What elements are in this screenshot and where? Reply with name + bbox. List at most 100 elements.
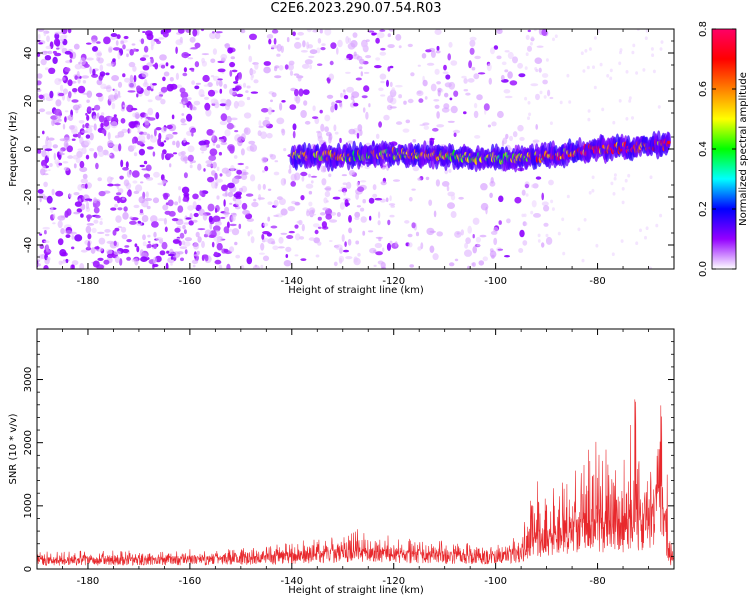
noise-blob (317, 38, 322, 44)
noise-blob (104, 233, 110, 237)
noise-blob (131, 137, 135, 144)
noise-blob (519, 136, 525, 141)
noise-blob (424, 96, 428, 100)
chart-title: C2E6.2023.290.07.54.R03 (270, 1, 442, 16)
noise-blob (219, 173, 223, 177)
noise-blob (172, 140, 176, 146)
noise-blob (191, 259, 199, 264)
noise-blob (155, 127, 162, 131)
noise-blob (338, 255, 345, 263)
noise-blob (220, 138, 224, 143)
noise-blob (189, 36, 196, 43)
noise-blob (248, 140, 256, 145)
noise-blob (262, 119, 271, 127)
noise-blob (211, 132, 215, 141)
noise-blob (142, 131, 148, 136)
noise-blob (450, 60, 458, 66)
noise-blob (140, 256, 148, 263)
noise-blob (128, 128, 132, 134)
noise-blob (117, 52, 121, 60)
noise-blob (374, 242, 383, 249)
noise-blob (489, 192, 493, 198)
noise-blob (121, 248, 130, 254)
noise-blob (498, 220, 502, 225)
noise-blob (324, 126, 329, 133)
noise-blob (218, 80, 223, 87)
noise-blob (100, 217, 103, 221)
noise-blob (292, 123, 297, 131)
noise-blob (379, 29, 386, 32)
noise-blob (77, 132, 81, 139)
spectrogram-marks (37, 29, 671, 269)
noise-blob (153, 171, 160, 178)
noise-blob (258, 125, 264, 128)
noise-blob (124, 245, 130, 248)
noise-blob (628, 96, 632, 100)
noise-blob (112, 47, 121, 51)
noise-blob (294, 224, 299, 229)
noise-blob (144, 197, 153, 202)
noise-blob (315, 254, 320, 258)
noise-blob (179, 246, 188, 250)
noise-blob (374, 197, 383, 201)
noise-blob (533, 29, 537, 32)
noise-blob (387, 66, 391, 72)
noise-blob (41, 150, 47, 158)
noise-blob (170, 256, 174, 260)
noise-blob (224, 129, 231, 137)
noise-blob (586, 65, 590, 70)
noise-blob (167, 253, 175, 257)
noise-blob (51, 190, 55, 193)
noise-blob (195, 231, 200, 238)
noise-blob (386, 104, 393, 111)
noise-blob (248, 44, 251, 50)
noise-blob (278, 65, 284, 71)
noise-blob (92, 68, 96, 76)
noise-blob (549, 121, 553, 125)
noise-blob (437, 89, 441, 97)
noise-blob (297, 31, 305, 36)
noise-blob (517, 124, 524, 132)
noise-blob (479, 234, 487, 238)
noise-blob (308, 237, 316, 241)
noise-blob (137, 220, 142, 224)
noise-blob (493, 45, 499, 50)
noise-blob (43, 181, 48, 188)
noise-blob (105, 72, 110, 76)
noise-blob (93, 219, 99, 224)
noise-blob (71, 99, 79, 103)
noise-blob (591, 175, 595, 180)
noise-blob (46, 151, 50, 158)
noise-blob (541, 29, 548, 36)
noise-blob (202, 74, 210, 83)
noise-blob (430, 50, 436, 58)
noise-blob (85, 225, 92, 234)
noise-blob (192, 193, 199, 200)
noise-blob (356, 55, 363, 61)
noise-blob (249, 143, 258, 152)
noise-blob (189, 103, 193, 111)
noise-blob (74, 201, 82, 207)
noise-blob (223, 226, 229, 234)
noise-blob (324, 191, 331, 198)
noise-blob (95, 92, 103, 98)
noise-blob (182, 197, 188, 202)
noise-blob (91, 227, 97, 233)
noise-blob (610, 181, 614, 186)
noise-blob (379, 51, 387, 56)
colorbar-tick-label: 0.8 (698, 21, 709, 37)
noise-blob (48, 169, 51, 172)
noise-blob (308, 207, 316, 214)
noise-blob (344, 58, 350, 61)
noise-blob (529, 42, 533, 46)
noise-blob (44, 230, 47, 235)
noise-blob (356, 205, 361, 208)
noise-blob (525, 193, 529, 197)
noise-blob (76, 208, 83, 213)
noise-blob (542, 79, 548, 85)
noise-blob (197, 198, 202, 201)
noise-blob (642, 68, 646, 72)
noise-blob (310, 175, 318, 178)
noise-blob (68, 91, 72, 99)
noise-blob (88, 125, 94, 128)
